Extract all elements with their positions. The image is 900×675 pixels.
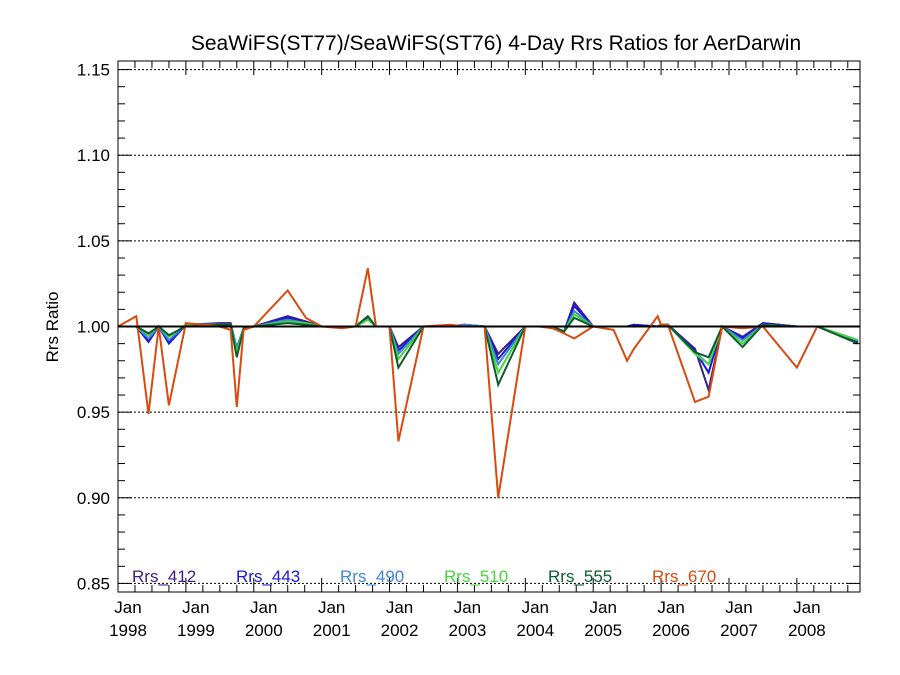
- legend: Rrs_412 Rrs_443 Rrs_490 Rrs_510 Rrs_555 Rrs_6…: [132, 567, 716, 586]
- y-tick-label: 1.15: [77, 61, 110, 80]
- x-tick-month-label: Jan: [589, 598, 616, 617]
- x-tick-year-label: 1999: [177, 621, 215, 640]
- x-tick-month-label: Jan: [454, 598, 481, 617]
- series-lines: [117, 268, 860, 498]
- y-tick-label: 0.90: [77, 489, 110, 508]
- x-tick-month-label: Jan: [182, 598, 209, 617]
- x-tick-year-label: 2005: [584, 621, 622, 640]
- legend-label-rrs-670: Rrs_670: [652, 567, 716, 586]
- y-tick-label: 1.05: [77, 232, 110, 251]
- x-tick-month-label: Jan: [114, 598, 141, 617]
- x-tick-month-label: Jan: [793, 598, 820, 617]
- x-tick-labels: Jan 1998 Jan 1999 Jan 2000 Jan 2001 Jan 2002 Jan 20…: [109, 598, 826, 640]
- y-axis-label: Rrs Ratio: [43, 292, 62, 363]
- legend-label-rrs-412: Rrs_412: [132, 567, 196, 586]
- x-tick-year-label: 2007: [720, 621, 758, 640]
- legend-label-rrs-555: Rrs_555: [548, 567, 612, 586]
- axis-ticks: [117, 61, 860, 592]
- y-tick-label: 1.00: [77, 318, 110, 337]
- y-tick-label: 0.85: [77, 574, 110, 593]
- x-tick-month-label: Jan: [522, 598, 549, 617]
- x-tick-month-label: Jan: [386, 598, 413, 617]
- y-tick-labels: 0.85 0.90 0.95 1.00 1.05 1.10 1.15: [77, 61, 110, 594]
- x-tick-year-label: 2001: [313, 621, 351, 640]
- x-tick-month-label: Jan: [318, 598, 345, 617]
- x-tick-year-label: 2006: [652, 621, 690, 640]
- series-line-rrs-670: [117, 268, 858, 498]
- legend-label-rrs-510: Rrs_510: [444, 567, 508, 586]
- x-tick-month-label: Jan: [250, 598, 277, 617]
- x-tick-year-label: 2004: [516, 621, 554, 640]
- x-tick-year-label: 2002: [381, 621, 419, 640]
- legend-label-rrs-490: Rrs_490: [340, 567, 404, 586]
- x-tick-month-label: Jan: [725, 598, 752, 617]
- x-tick-year-label: 1998: [109, 621, 147, 640]
- legend-label-rrs-443: Rrs_443: [236, 567, 300, 586]
- y-tick-label: 0.95: [77, 403, 110, 422]
- chart-title: SeaWiFS(ST77)/SeaWiFS(ST76) 4-Day Rrs Ra…: [191, 32, 801, 55]
- y-tick-label: 1.10: [77, 146, 110, 165]
- x-tick-year-label: 2000: [245, 621, 283, 640]
- x-tick-month-label: Jan: [657, 598, 684, 617]
- x-tick-year-label: 2008: [788, 621, 826, 640]
- x-tick-year-label: 2003: [449, 621, 487, 640]
